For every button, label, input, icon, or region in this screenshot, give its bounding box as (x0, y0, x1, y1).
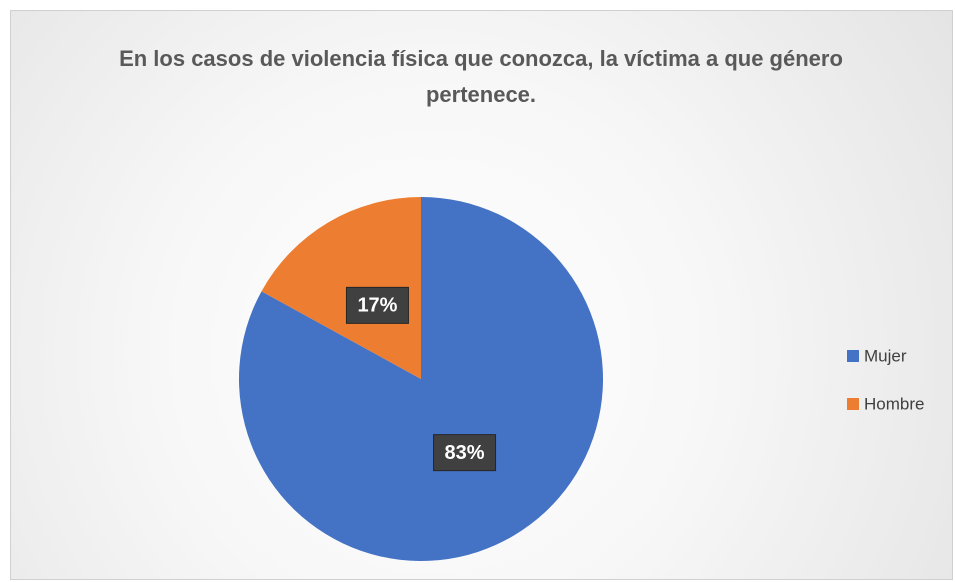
pie-slice (239, 197, 604, 561)
pie-slice (261, 197, 421, 379)
legend-label: Hombre (864, 394, 924, 413)
chart: 83% 17% Mujer Hombre (239, 197, 924, 561)
legend-swatch (847, 350, 859, 362)
data-label: 83% (445, 442, 485, 464)
chart-area: En los casos de violencia física que con… (10, 10, 953, 580)
legend-label: Mujer (864, 346, 907, 365)
data-label: 17% (357, 295, 397, 317)
legend-swatch (847, 398, 859, 410)
label-box (433, 434, 497, 472)
chart-title: En los casos de violencia física que con… (119, 46, 843, 107)
label-box (345, 286, 409, 324)
